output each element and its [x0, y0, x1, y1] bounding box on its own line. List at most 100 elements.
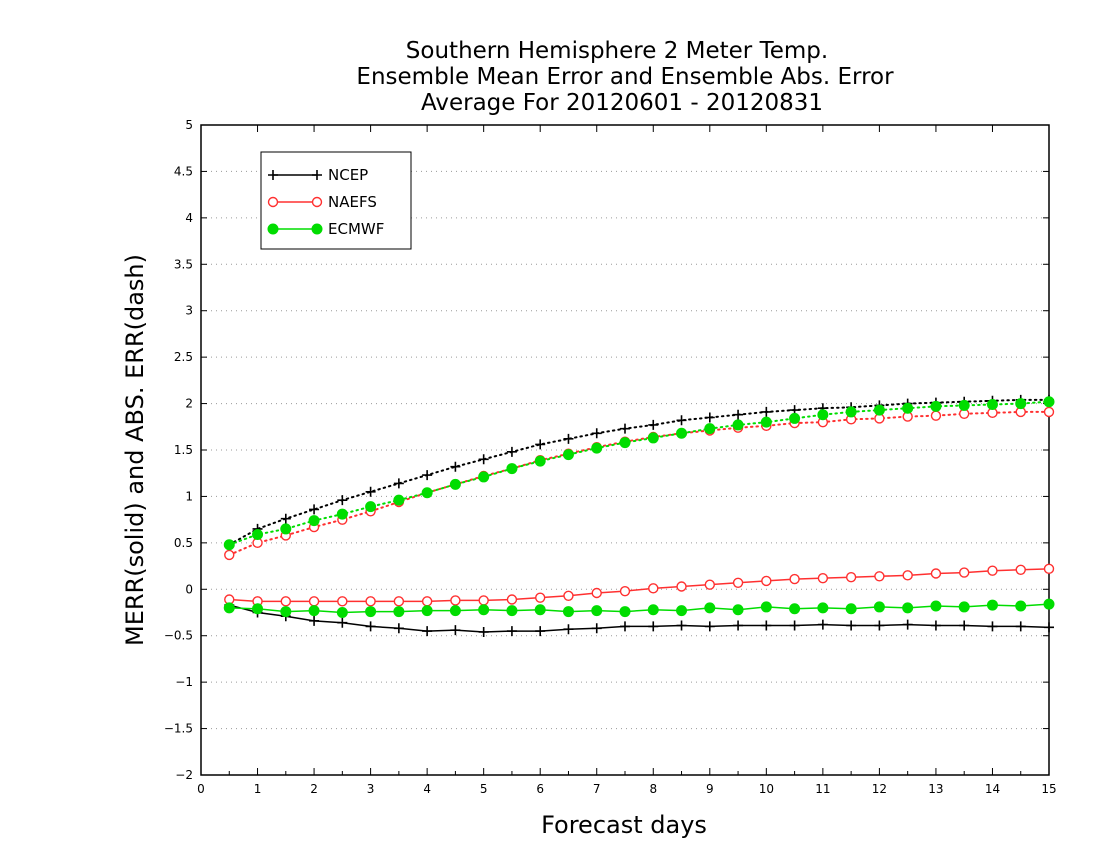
data-point: [704, 412, 715, 423]
data-point: [930, 568, 942, 579]
series-ecmwf-solid: [223, 598, 1055, 618]
legend: NCEP NAEFS ECMWF: [260, 151, 412, 250]
data-point: [1015, 621, 1026, 632]
data-point: [733, 620, 744, 631]
data-point: [449, 605, 461, 617]
data-point: [506, 463, 518, 475]
x-tick-label: 8: [649, 782, 657, 796]
series-line: [228, 400, 1050, 546]
data-point: [422, 470, 433, 481]
data-point: [817, 619, 828, 630]
data-point: [280, 523, 292, 535]
data-point: [874, 620, 885, 631]
data-point: [789, 620, 800, 631]
series-line: [228, 568, 1050, 603]
data-point: [506, 446, 517, 457]
x-tick-label: 4: [423, 782, 431, 796]
data-point: [337, 495, 348, 506]
y-tick-label: 3: [185, 304, 193, 318]
data-point: [450, 625, 461, 636]
data-point: [393, 623, 404, 634]
x-tick-label: 13: [928, 782, 943, 796]
data-point: [449, 478, 461, 490]
data-point: [591, 442, 603, 454]
y-tick-label: 2.5: [174, 350, 193, 364]
data-point: [873, 404, 885, 416]
data-point: [478, 454, 489, 465]
x-tick-label: 11: [815, 782, 830, 796]
data-point: [337, 596, 348, 607]
data-point: [902, 619, 913, 630]
y-tick-label: −1.5: [164, 722, 193, 736]
data-point: [648, 419, 659, 430]
data-point: [620, 621, 630, 632]
data-point: [1043, 396, 1055, 408]
data-point: [224, 549, 235, 561]
series-line: [228, 410, 1050, 556]
data-point: [789, 412, 801, 424]
data-point: [704, 423, 716, 435]
data-point: [676, 581, 687, 592]
data-point: [535, 439, 546, 450]
data-point: [309, 504, 320, 515]
chart-title-line-3: Average For 20120601 - 20120831: [421, 90, 823, 116]
x-tick-label: 1: [254, 782, 262, 796]
data-point: [619, 437, 631, 449]
data-point: [365, 621, 376, 632]
data-point: [930, 410, 942, 421]
series-ncep-dotted: [224, 394, 1054, 550]
data-point: [280, 606, 292, 618]
y-tick-label: 5: [185, 118, 193, 132]
data-point: [761, 406, 772, 417]
data-point: [1043, 563, 1055, 575]
data-point: [223, 539, 235, 551]
data-point: [987, 565, 998, 576]
data-point: [817, 409, 829, 421]
data-point: [365, 501, 377, 513]
data-point: [845, 406, 857, 418]
x-tick-label: 9: [706, 782, 714, 796]
data-point: [1043, 598, 1055, 610]
y-tick-label: 4: [185, 211, 193, 225]
data-point: [280, 596, 291, 607]
data-point: [393, 478, 404, 489]
x-axis-title: Forecast days: [541, 811, 707, 839]
data-point: [760, 601, 772, 613]
data-point: [761, 575, 772, 587]
data-point: [676, 620, 687, 631]
data-point: [902, 570, 913, 581]
legend-marker: [311, 223, 323, 235]
data-point: [562, 606, 574, 618]
legend-item-naefs: NAEFS: [267, 193, 377, 211]
y-tick-label: 0.5: [174, 536, 193, 550]
data-point: [478, 627, 489, 637]
data-point: [648, 583, 659, 594]
y-tick-label: 3.5: [174, 257, 193, 271]
data-point: [365, 606, 377, 618]
data-point: [1015, 564, 1026, 575]
data-point: [620, 423, 630, 434]
data-point: [789, 603, 801, 615]
data-point: [450, 595, 461, 606]
x-tick-label: 0: [197, 782, 205, 796]
data-point: [393, 596, 405, 607]
data-point: [506, 594, 518, 605]
data-point: [959, 620, 970, 631]
data-point: [563, 433, 574, 444]
data-point: [478, 595, 489, 606]
data-point: [421, 487, 433, 499]
data-point: [704, 579, 715, 590]
series-layer: [223, 394, 1055, 637]
y-tick-label: 2: [185, 397, 193, 411]
x-tick-label: 5: [480, 782, 488, 796]
data-point: [987, 621, 998, 632]
y-tick-label: 0: [185, 582, 193, 596]
data-point: [591, 623, 602, 634]
y-axis: −2 −1.5 −1 −0.5 0 0.5 1 1.5 2 2.5 3 3.5 4 4.5 5: [164, 118, 1049, 782]
data-point: [591, 587, 602, 599]
data-point: [1015, 398, 1027, 410]
data-point: [563, 624, 574, 635]
series-line: [228, 398, 1050, 546]
data-point: [647, 432, 659, 444]
